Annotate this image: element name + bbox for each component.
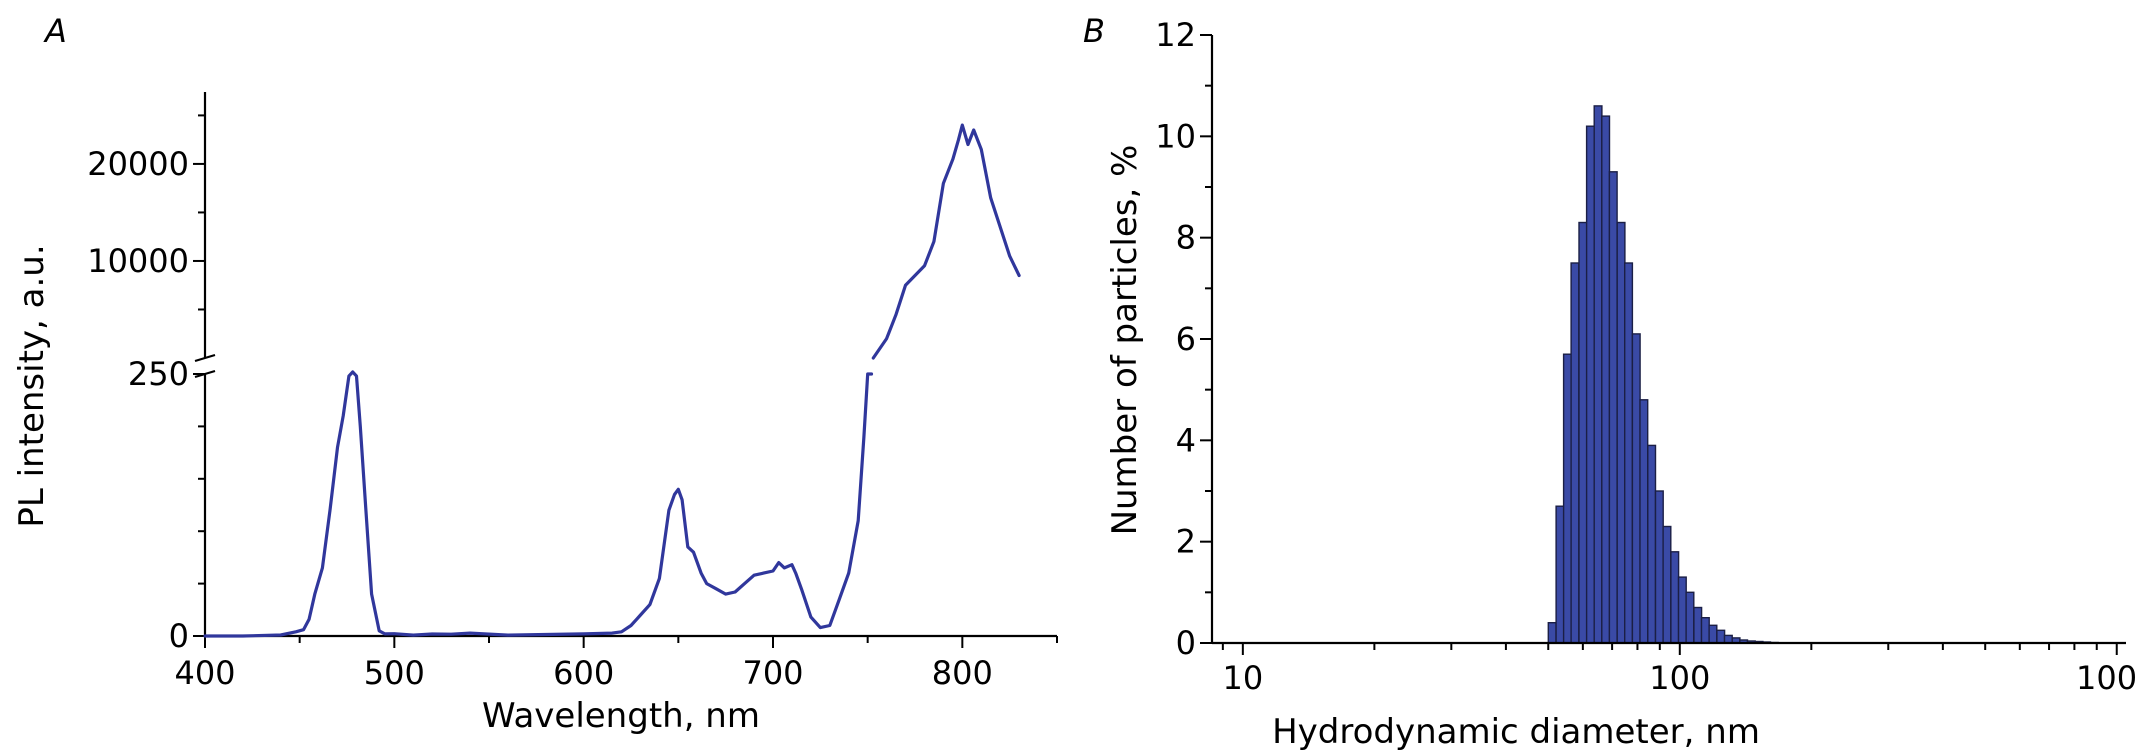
panel-b-bar bbox=[1570, 262, 1580, 644]
panel-b-chart: Hydrodynamic diameter, nm Number of part… bbox=[1105, 16, 2137, 752]
panel-b-y-tick-label: 8 bbox=[1176, 219, 1196, 257]
panel-a-spectrum-lower bbox=[203, 370, 874, 638]
panel-b-y-tick-label: 4 bbox=[1176, 421, 1196, 459]
panel-b-y-tick-label: 6 bbox=[1176, 320, 1196, 358]
panel-a-x-tick-label: 600 bbox=[553, 654, 614, 692]
panel-a-y-tick-label: 10000 bbox=[87, 242, 189, 280]
panel-a-x-axis-label: Wavelength, nm bbox=[482, 696, 760, 736]
panel-b-bar bbox=[1677, 576, 1687, 644]
panel-b-y-tick-label: 12 bbox=[1155, 16, 1196, 54]
panel-b-bar bbox=[1608, 171, 1618, 644]
panel-b-bar bbox=[1654, 490, 1664, 644]
panel-b-bar bbox=[1601, 115, 1611, 644]
panel-a-y-tick-label: 250 bbox=[128, 355, 189, 393]
panel-b-bar bbox=[1623, 262, 1634, 644]
panel-b-bar bbox=[1585, 125, 1595, 644]
panel-b-y-axis-label: Number of particles, % bbox=[1105, 145, 1145, 536]
panel-b-bar bbox=[1670, 551, 1680, 644]
panel-b-bar bbox=[1578, 221, 1588, 644]
panel-b-x-tick-label: 10 bbox=[1222, 659, 1263, 697]
panel-a-spectrum-upper bbox=[871, 123, 1021, 360]
panel-b-bar bbox=[1708, 624, 1718, 644]
panel-a-x-tick-label: 800 bbox=[932, 654, 993, 692]
panel-a-y-tick-label: 20000 bbox=[87, 145, 189, 183]
panel-b-bar bbox=[1547, 622, 1557, 644]
panel-b-bar bbox=[1685, 591, 1695, 644]
panel-b-x-tick-label: 100 bbox=[1649, 659, 1710, 697]
panel-a-x-tick-label: 700 bbox=[742, 654, 803, 692]
panel-b-x-tick-label: 1000 bbox=[2076, 659, 2137, 697]
panel-b-bar bbox=[1716, 629, 1726, 644]
panel-b-x-axis-label: Hydrodynamic diameter, nm bbox=[1272, 712, 1760, 752]
panel-b-y-tick-label: 2 bbox=[1176, 523, 1196, 561]
panel-a-axis-break-mark bbox=[194, 353, 216, 363]
panel-b-bar bbox=[1723, 634, 1733, 644]
panel-a-x-tick-label: 500 bbox=[364, 654, 425, 692]
panel-b-bar bbox=[1693, 606, 1703, 644]
panel-a-chart: Wavelength, nm PL intensity, a.u. 400 500… bbox=[12, 92, 1058, 736]
panel-b-bar bbox=[1616, 221, 1626, 644]
panel-b-bar bbox=[1647, 444, 1657, 644]
panel-b-label: B bbox=[1083, 12, 1105, 50]
panel-b-bar bbox=[1639, 399, 1649, 644]
panel-b-bar bbox=[1562, 353, 1572, 644]
panel-b-bar bbox=[1700, 617, 1710, 644]
panel-b-bar bbox=[1593, 105, 1603, 644]
panel-b-bar bbox=[1555, 505, 1565, 644]
panel-b-y-tick-label: 10 bbox=[1155, 117, 1196, 155]
panel-b-bar bbox=[1631, 333, 1641, 644]
panel-b-bar bbox=[1662, 525, 1672, 644]
panel-a-y-tick-label: 0 bbox=[169, 617, 189, 655]
panel-a-x-tick-label: 400 bbox=[174, 654, 235, 692]
panel-a-label: A bbox=[43, 12, 67, 50]
panel-a-y-axis-label: PL intensity, a.u. bbox=[12, 244, 52, 527]
panel-b-y-tick-label: 0 bbox=[1176, 624, 1196, 662]
